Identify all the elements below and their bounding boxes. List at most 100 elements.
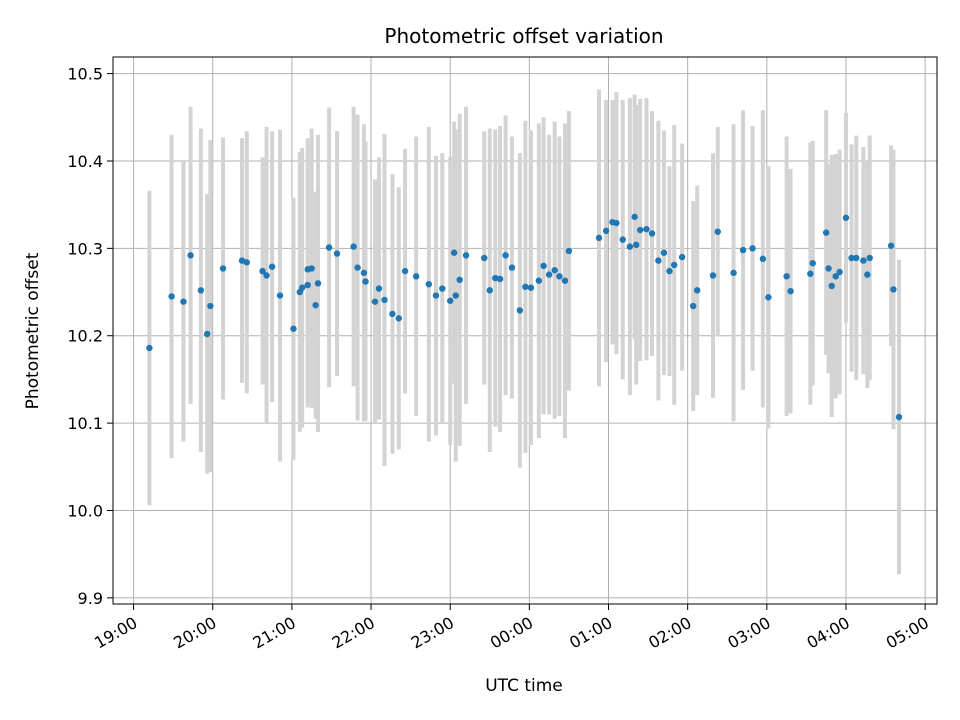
data-point [290,325,297,332]
y-axis-ticks: 9.9 10.0 10.1 10.2 10.3 10.4 10.5 [67,65,113,608]
data-point [180,298,187,305]
x-tick-label: 03:00 [724,613,773,653]
data-point [739,246,747,254]
x-tick-label: 19:00 [91,613,140,653]
data-point [678,253,686,261]
data-point [516,307,524,314]
y-tick-label: 10.2 [67,327,103,346]
data-point [836,268,843,276]
data-point [730,269,737,277]
data-point [462,252,470,259]
data-point [439,285,446,292]
data-point [545,271,553,278]
data-point [759,255,767,263]
x-tick-label: 00:00 [487,613,536,653]
data-point [314,280,322,287]
y-tick-label: 10.5 [67,65,103,84]
data-point [146,344,153,352]
data-point [660,249,668,256]
data-point [486,287,493,294]
data-point [496,275,504,283]
data-point [263,272,270,279]
data-point [333,250,341,257]
data-point [197,287,205,294]
data-point [890,286,897,293]
data-point [556,273,563,280]
data-point [456,276,463,284]
y-tick-label: 10.4 [67,152,103,171]
data-point [243,259,250,266]
data-point [783,273,790,280]
data-point [690,302,697,310]
data-point [508,264,516,271]
y-tick-label: 9.9 [78,589,103,608]
data-point [203,330,211,338]
data-point [832,273,839,280]
data-point [853,254,860,262]
x-axis-title: UTC time [485,676,563,696]
data-point [375,285,383,292]
data-points [146,213,903,421]
data-point [276,292,284,299]
x-tick-label: 21:00 [249,613,298,653]
x-tick-label: 01:00 [566,613,615,653]
data-point [636,226,644,234]
data-point [626,243,634,250]
data-point [866,254,873,262]
data-point [565,247,573,255]
y-axis-title: Photometric offset [23,252,43,409]
data-point [535,277,543,284]
data-point [561,277,569,284]
data-point [207,302,214,310]
data-point [381,296,388,304]
data-point [749,245,756,252]
data-point [187,252,194,259]
data-point [709,272,717,279]
y-tick-label: 10.1 [67,414,103,433]
data-point [360,269,368,277]
data-point [551,267,558,274]
data-point [864,271,871,278]
data-point [219,265,227,272]
data-point [432,292,440,299]
data-point [693,287,701,294]
data-point [540,262,547,270]
data-point [825,265,832,272]
data-point [619,236,626,243]
data-point [860,257,867,264]
data-point [354,264,361,271]
data-point [325,244,333,251]
x-axis-ticks: 19:00 20:00 21:00 22:00 23:00 00:00 01:00 02:00… [91,604,932,653]
data-point [714,228,721,235]
data-point [522,283,529,291]
data-point [595,234,603,242]
data-point [631,213,638,221]
data-point [308,265,315,272]
x-tick-label: 05:00 [883,613,932,653]
data-point [787,287,794,295]
data-point [304,281,311,289]
data-point [312,301,319,309]
x-tick-label: 23:00 [408,613,457,653]
data-point [613,219,620,227]
error-bars [147,89,902,575]
x-tick-label: 20:00 [170,613,219,653]
data-point [643,225,650,233]
data-point [807,270,814,277]
y-tick-label: 10.0 [67,502,103,521]
data-point [895,413,903,421]
data-point [450,249,458,256]
data-point [452,292,459,299]
x-tick-label: 02:00 [645,613,694,653]
data-point [492,274,499,282]
y-tick-label: 10.3 [67,239,103,258]
data-point [362,278,369,285]
plot-frame [112,56,938,605]
data-point [666,267,673,275]
data-point [268,263,276,270]
data-point [822,229,830,236]
data-point [481,254,488,262]
data-point [602,227,610,235]
data-point [401,267,409,275]
